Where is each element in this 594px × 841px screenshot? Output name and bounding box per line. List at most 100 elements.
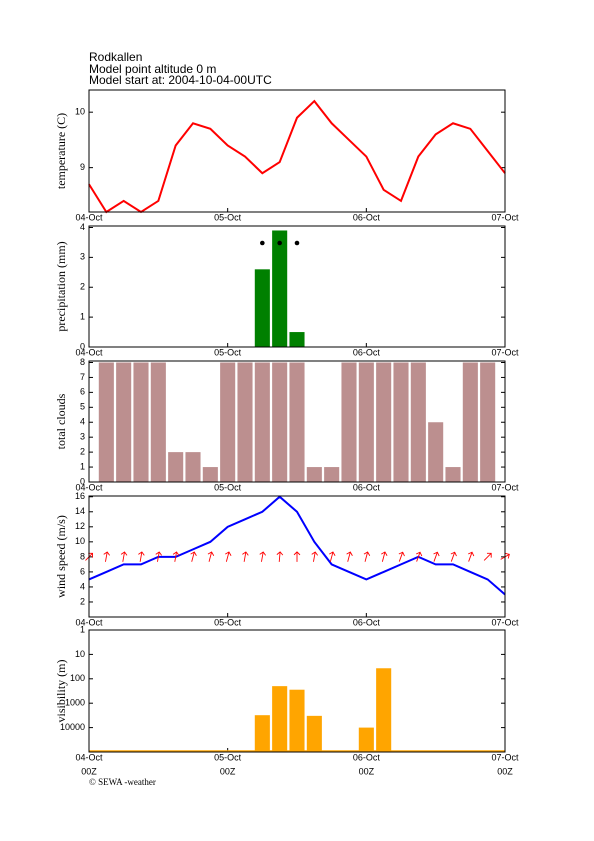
- y-tick-label: 3: [80, 432, 85, 442]
- precip-symbol: [260, 240, 265, 246]
- y-tick-label: 8: [80, 551, 85, 561]
- wind-arrow: [120, 551, 128, 562]
- x-tick-label: 07-Oct: [491, 482, 519, 492]
- wind-arrow: [381, 551, 388, 562]
- wind-arrow: [363, 551, 371, 562]
- bar: [116, 362, 132, 482]
- wind-arrow: [155, 551, 163, 562]
- x-tick-label: 04-Oct: [75, 347, 103, 357]
- bar: [393, 362, 409, 482]
- y-tick-label: 9: [80, 162, 85, 172]
- y-tick-label: 1: [80, 311, 85, 321]
- x-tick-label: 05-Oct: [214, 617, 242, 627]
- y-axis-label: precipitation (mm): [54, 241, 68, 331]
- panel-frame: [88, 360, 506, 483]
- wind-arrow: [259, 551, 267, 562]
- bar: [376, 668, 392, 752]
- bar: [306, 715, 322, 752]
- bar: [202, 467, 218, 482]
- y-tick-label: 5: [80, 402, 85, 412]
- y-tick-label: 4: [80, 222, 85, 232]
- x-tick-label: 06-Oct: [353, 482, 381, 492]
- bar: [272, 230, 288, 347]
- wind-arrow: [103, 551, 111, 562]
- x-tick-label: 04-Oct: [75, 617, 103, 627]
- copyright: © SEWA -weather: [89, 777, 156, 787]
- bar: [272, 686, 288, 752]
- bar: [358, 727, 374, 752]
- wind-arrow: [346, 551, 353, 562]
- wind-arrow: [450, 551, 457, 562]
- bar: [376, 362, 392, 482]
- y-tick-label: 1: [80, 461, 85, 471]
- wind-arrow: [293, 551, 301, 562]
- y-tick-label: 1000: [65, 698, 85, 708]
- panel-frame: [88, 89, 506, 213]
- wind-arrow: [483, 552, 492, 561]
- y-tick-label: 100: [70, 673, 85, 683]
- station-name: Rodkallen: [89, 50, 142, 64]
- y-tick-label: 3: [80, 252, 85, 262]
- bar: [480, 362, 496, 482]
- y-tick-label: 14: [75, 506, 85, 516]
- bar: [341, 362, 357, 482]
- y-tick-label: 16: [75, 491, 85, 501]
- wind-arrow: [225, 551, 232, 562]
- wind-arrow: [416, 551, 423, 562]
- bar: [324, 467, 340, 482]
- model-start: Model start at: 2004-10-04-00UTC: [89, 73, 272, 87]
- bar: [358, 362, 374, 482]
- wind-arrow: [329, 551, 336, 562]
- bar: [254, 269, 270, 347]
- y-tick-label: 0: [80, 476, 85, 486]
- y-tick-label: 10: [75, 107, 85, 117]
- data-line: [88, 99, 506, 214]
- y-axis-label: visibility (m): [54, 659, 68, 722]
- x-tick-sublabel: 00Z: [497, 766, 513, 776]
- x-tick-label: 04-Oct: [75, 752, 103, 762]
- y-axis-label: total clouds: [54, 393, 68, 449]
- wind-arrow: [398, 551, 405, 562]
- bar: [133, 362, 149, 482]
- x-tick-sublabel: 00Z: [359, 766, 375, 776]
- x-tick-label: 07-Oct: [491, 212, 519, 222]
- bar: [254, 362, 270, 482]
- wind-arrow: [433, 551, 440, 562]
- bar: [289, 362, 305, 482]
- precip-symbol: [277, 240, 282, 246]
- y-tick-label: 2: [80, 282, 85, 292]
- x-tick-label: 07-Oct: [491, 347, 519, 357]
- y-tick-label: 0: [80, 341, 85, 351]
- y-tick-label: 10000: [60, 722, 85, 732]
- bar: [150, 362, 166, 482]
- bar: [220, 362, 236, 482]
- y-tick-label: 8: [80, 357, 85, 367]
- bar: [237, 362, 253, 482]
- bar: [306, 467, 322, 482]
- y-tick-label: 2: [80, 446, 85, 456]
- bar: [168, 452, 184, 482]
- x-tick-label: 07-Oct: [491, 752, 519, 762]
- wind-arrow: [468, 551, 475, 562]
- bar: [289, 332, 305, 347]
- bar: [410, 362, 426, 482]
- bar: [272, 362, 288, 482]
- wind-arrow: [207, 551, 215, 562]
- wind-arrow: [276, 551, 284, 562]
- x-tick-label: 04-Oct: [75, 482, 103, 492]
- bar: [445, 467, 461, 482]
- x-tick-label: 07-Oct: [491, 617, 519, 627]
- wind-arrow: [138, 551, 145, 562]
- bar: [289, 689, 305, 752]
- y-axis-label: temperature (C): [54, 113, 68, 189]
- x-tick-sublabel: 00Z: [220, 766, 236, 776]
- x-tick-label: 05-Oct: [214, 212, 242, 222]
- x-tick-label: 05-Oct: [214, 482, 242, 492]
- x-tick-label: 06-Oct: [353, 212, 381, 222]
- wind-arrow: [311, 551, 319, 562]
- precip-symbol: [294, 240, 300, 246]
- bar: [254, 715, 270, 752]
- y-tick-label: 12: [75, 521, 85, 531]
- x-tick-label: 05-Oct: [214, 752, 242, 762]
